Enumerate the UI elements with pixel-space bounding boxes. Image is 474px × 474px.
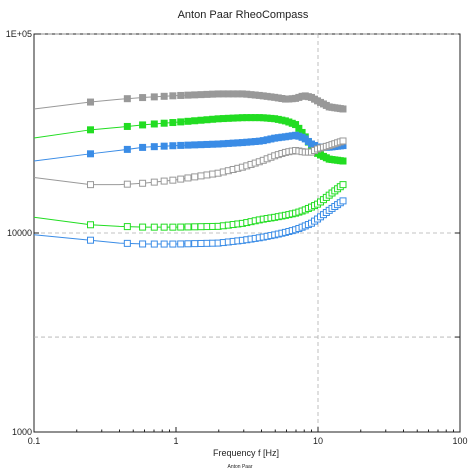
data-point [123, 223, 131, 231]
data-point [169, 119, 177, 127]
data-point [191, 141, 199, 149]
series-6 [33, 197, 347, 248]
data-point [123, 180, 131, 188]
y-tick-label: 10000 [7, 228, 32, 238]
data-point [139, 240, 147, 248]
data-point [197, 141, 205, 149]
data-point [139, 143, 147, 151]
data-point [177, 175, 185, 183]
x-tick-label: 100 [452, 436, 467, 446]
x-tick-label: 10 [313, 436, 323, 446]
data-point [169, 92, 177, 100]
data-point [160, 142, 168, 150]
data-point [139, 223, 147, 231]
data-point [169, 142, 177, 150]
x-tick-label: 0.1 [28, 436, 41, 446]
y-tick-label: 1E+05 [6, 29, 32, 39]
data-point [177, 240, 185, 248]
data-point [339, 181, 347, 189]
data-point [160, 223, 168, 231]
data-point [87, 150, 95, 158]
data-point [203, 140, 211, 148]
data-point [123, 239, 131, 247]
data-point [203, 116, 211, 124]
data-point [184, 91, 192, 99]
data-point [203, 90, 211, 98]
data-point [203, 239, 211, 247]
data-point [150, 120, 158, 128]
data-point [87, 98, 95, 106]
y-tick-label: 1000 [12, 427, 32, 437]
data-point [184, 174, 192, 182]
data-point [87, 221, 95, 229]
data-point [197, 239, 205, 247]
data-point [160, 240, 168, 248]
data-point [203, 223, 211, 231]
data-point [339, 105, 347, 113]
data-point [87, 181, 95, 189]
data-point [87, 126, 95, 134]
series-5 [33, 181, 347, 231]
y-axis-ticks: 1000 10000 1E+05 [6, 29, 460, 437]
data-point [177, 141, 185, 149]
data-point [169, 176, 177, 184]
data-point [177, 223, 185, 231]
data-point [197, 172, 205, 180]
data-point [339, 157, 347, 165]
data-point [184, 141, 192, 149]
data-point [150, 93, 158, 101]
data-point [160, 119, 168, 127]
data-point [191, 117, 199, 125]
data-point [191, 240, 199, 248]
data-point [197, 223, 205, 231]
data-point [160, 92, 168, 100]
data-point [169, 223, 177, 231]
x-tick-label: 1 [173, 436, 178, 446]
data-point [197, 116, 205, 124]
data-point [139, 179, 147, 187]
data-point [177, 91, 185, 99]
data-point [184, 117, 192, 125]
data-point [177, 118, 185, 126]
chart-title: Anton Paar RheoCompass [178, 9, 309, 21]
data-point [184, 240, 192, 248]
x-axis-label: Frequency f [Hz] [213, 448, 279, 458]
data-point [203, 171, 211, 179]
data-point [339, 197, 347, 205]
data-point [191, 91, 199, 99]
data-point [123, 122, 131, 130]
data-point [139, 94, 147, 102]
series-1 [33, 90, 347, 113]
footer-brand: Anton Paar [227, 464, 252, 470]
data-point [87, 236, 95, 244]
data-point [191, 173, 199, 181]
data-point [339, 137, 347, 145]
data-point [150, 178, 158, 186]
data-point [160, 177, 168, 185]
data-point [123, 145, 131, 153]
data-point [139, 121, 147, 129]
data-point [150, 240, 158, 248]
data-point [191, 223, 199, 231]
x-axis-ticks: 0.1 1 10 100 [28, 427, 468, 446]
data-point [150, 143, 158, 151]
data-point [169, 240, 177, 248]
series-4 [33, 137, 347, 189]
data-point [184, 223, 192, 231]
data-point [150, 223, 158, 231]
data-series [33, 90, 347, 248]
data-point [123, 95, 131, 103]
data-point [197, 91, 205, 99]
